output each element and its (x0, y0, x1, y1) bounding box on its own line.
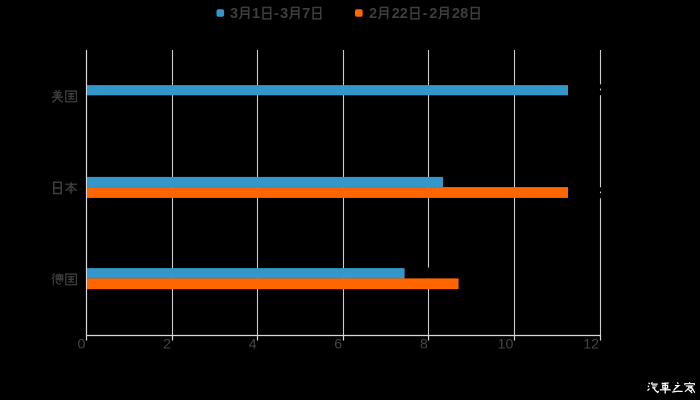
svg-text:2: 2 (163, 337, 171, 353)
svg-text:8: 8 (420, 337, 428, 353)
svg-text:6: 6 (334, 337, 342, 353)
svg-text:7: 7 (302, 6, 310, 22)
svg-text:4: 4 (249, 337, 257, 353)
svg-text:2: 2 (369, 6, 377, 22)
svg-text:1: 1 (252, 6, 260, 22)
svg-text:3: 3 (230, 6, 238, 22)
svg-text:11.3: 11.3 (574, 185, 601, 201)
svg-text:10: 10 (498, 337, 514, 353)
svg-text:-: - (274, 6, 279, 22)
svg-text:22: 22 (392, 6, 408, 22)
svg-text:11.3: 11.3 (574, 82, 601, 98)
svg-text:3: 3 (280, 6, 288, 22)
svg-text:8.7: 8.7 (464, 276, 484, 292)
svg-text:7.4: 7.4 (410, 265, 430, 281)
svg-text:2: 2 (429, 6, 437, 22)
svg-text:-: - (423, 6, 428, 22)
svg-text:8.3: 8.3 (449, 174, 469, 190)
svg-text:28: 28 (452, 6, 468, 22)
svg-text:12: 12 (583, 337, 599, 353)
svg-text:0: 0 (78, 337, 86, 353)
